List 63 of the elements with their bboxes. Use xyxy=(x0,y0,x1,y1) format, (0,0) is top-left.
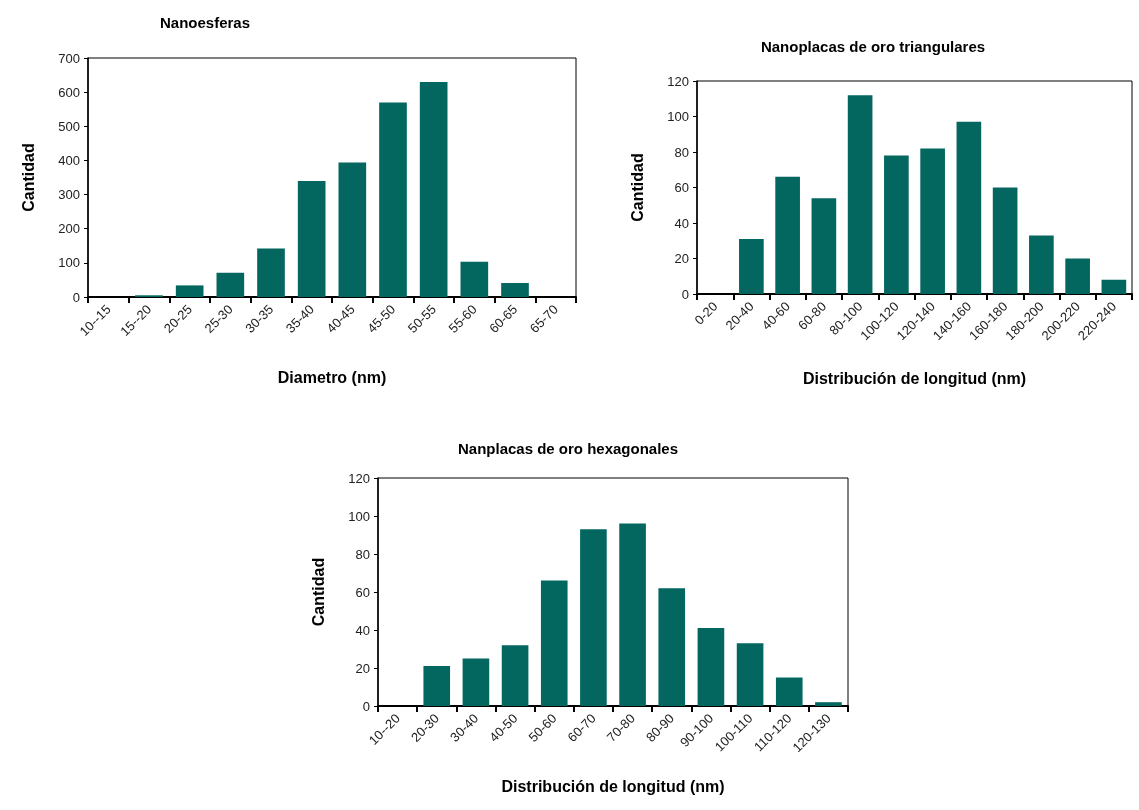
y-tick-label: 40 xyxy=(355,622,370,638)
y-tick-label: 300 xyxy=(58,187,80,203)
bar xyxy=(619,523,646,706)
bar xyxy=(460,261,489,297)
bar xyxy=(992,187,1018,294)
y-tick-label: 0 xyxy=(362,698,370,714)
y-tick-label: 80 xyxy=(355,546,370,562)
bar xyxy=(811,198,837,294)
y-tick-label: 80 xyxy=(674,144,689,160)
y-axis-title: Cantidad xyxy=(628,153,646,222)
y-tick-label: 400 xyxy=(58,152,80,168)
y-tick-label: 600 xyxy=(58,84,80,100)
bar xyxy=(257,248,285,297)
bar xyxy=(423,666,451,706)
y-tick-label: 120 xyxy=(348,470,370,486)
y-axis-title: Cantidad xyxy=(19,143,37,212)
bar xyxy=(580,529,607,706)
y-tick-label: 500 xyxy=(58,118,80,134)
y-tick-label: 700 xyxy=(58,50,80,66)
bar xyxy=(697,628,725,706)
bar xyxy=(501,645,529,706)
bar xyxy=(775,677,803,706)
y-tick-label: 120 xyxy=(667,73,689,89)
bar xyxy=(1029,235,1054,294)
bar xyxy=(338,162,367,297)
bar xyxy=(175,285,204,297)
bar xyxy=(540,580,568,706)
bar xyxy=(462,658,490,706)
chart-title: Nanoplacas de oro triangulares xyxy=(760,38,986,55)
bar xyxy=(501,283,529,297)
bar xyxy=(920,148,945,294)
bar xyxy=(658,588,686,706)
bar xyxy=(884,155,909,294)
bar xyxy=(419,81,448,297)
y-tick-label: 100 xyxy=(348,508,370,524)
y-tick-label: 0 xyxy=(72,289,80,305)
y-tick-label: 60 xyxy=(355,584,370,600)
bar xyxy=(847,95,873,294)
bar xyxy=(775,176,800,294)
bar xyxy=(297,180,326,297)
chart-title: Nanplacas de oro hexagonales xyxy=(457,440,679,457)
bar xyxy=(1101,279,1127,294)
bar xyxy=(379,102,407,297)
y-axis-title: Cantidad xyxy=(309,557,327,627)
y-tick-label: 200 xyxy=(58,221,80,237)
y-tick-label: 0 xyxy=(681,286,689,302)
bar xyxy=(739,238,764,294)
y-tick-label: 100 xyxy=(58,255,80,271)
bar xyxy=(216,272,245,297)
y-tick-label: 40 xyxy=(674,215,689,231)
chart-title: Nanoesferas xyxy=(159,14,251,31)
bar xyxy=(736,643,764,706)
bar xyxy=(815,702,842,706)
y-tick-label: 60 xyxy=(674,180,689,195)
y-tick-label: 20 xyxy=(674,251,689,266)
bar xyxy=(956,121,982,294)
x-axis-title: Diametro (nm) xyxy=(277,368,387,386)
bar xyxy=(1065,258,1090,294)
x-axis-title: Distribución de longitud (nm) xyxy=(802,369,1027,387)
y-tick-label: 20 xyxy=(355,660,370,676)
x-axis-title: Distribución de longitud (nm) xyxy=(501,777,725,795)
y-tick-label: 100 xyxy=(667,109,689,124)
x-tick-label: 0-20 xyxy=(691,298,721,328)
